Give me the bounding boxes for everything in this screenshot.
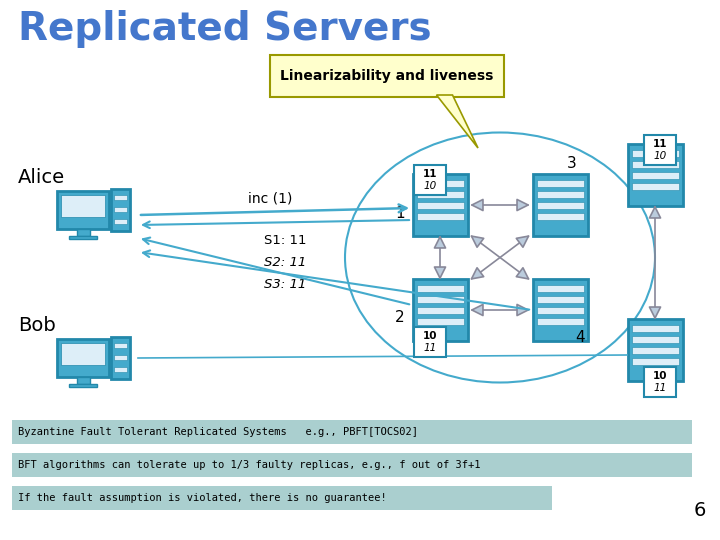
Bar <box>416 202 464 209</box>
Bar <box>416 307 464 314</box>
Bar <box>111 337 130 379</box>
Bar <box>416 296 464 303</box>
Bar <box>631 347 678 354</box>
FancyBboxPatch shape <box>270 55 504 97</box>
Bar <box>631 358 678 365</box>
Bar <box>416 318 464 325</box>
Bar <box>536 191 583 198</box>
FancyBboxPatch shape <box>644 367 676 397</box>
Text: Linearizability and liveness: Linearizability and liveness <box>280 69 494 83</box>
Bar <box>416 213 464 220</box>
Text: S3: 11: S3: 11 <box>264 278 306 291</box>
Bar <box>533 279 588 341</box>
Text: 10: 10 <box>423 331 437 341</box>
FancyBboxPatch shape <box>414 165 446 195</box>
Bar <box>413 174 467 236</box>
Bar <box>77 229 90 236</box>
Bar <box>536 213 583 220</box>
FancyBboxPatch shape <box>644 135 676 165</box>
Text: Byzantine Fault Tolerant Replicated Systems   e.g., PBFT[TOCS02]: Byzantine Fault Tolerant Replicated Syst… <box>18 427 418 437</box>
Bar <box>12 453 692 477</box>
Bar <box>61 343 105 365</box>
Bar <box>114 195 127 200</box>
Bar <box>536 307 583 314</box>
Bar <box>631 150 678 157</box>
Bar <box>536 180 583 187</box>
Polygon shape <box>436 95 478 148</box>
Text: 2: 2 <box>395 310 405 326</box>
Bar <box>631 336 678 343</box>
Text: 4: 4 <box>575 330 585 346</box>
Text: 3: 3 <box>567 156 577 171</box>
Text: 11: 11 <box>423 169 437 179</box>
Bar <box>77 377 90 384</box>
Bar <box>57 191 109 229</box>
Bar <box>536 285 583 292</box>
Text: Replicated Servers: Replicated Servers <box>18 10 431 48</box>
Text: inc (1): inc (1) <box>248 191 292 205</box>
Bar <box>413 279 467 341</box>
Bar <box>631 183 678 190</box>
Text: 10: 10 <box>423 181 436 191</box>
Bar <box>61 195 105 217</box>
Bar <box>631 172 678 179</box>
Text: 11: 11 <box>653 139 667 149</box>
Bar <box>57 339 109 377</box>
Text: BFT algorithms can tolerate up to 1/3 faulty replicas, e.g., f out of 3f+1: BFT algorithms can tolerate up to 1/3 fa… <box>18 460 480 470</box>
Bar <box>536 318 583 325</box>
Bar <box>114 219 127 224</box>
Bar <box>628 319 683 381</box>
Bar <box>536 202 583 209</box>
Bar <box>533 174 588 236</box>
Bar <box>12 420 692 444</box>
Text: If the fault assumption is violated, there is no guarantee!: If the fault assumption is violated, the… <box>18 493 387 503</box>
Text: 1: 1 <box>395 206 405 220</box>
Bar <box>416 180 464 187</box>
Bar <box>12 486 552 510</box>
Text: 10: 10 <box>653 151 667 161</box>
Bar <box>631 325 678 332</box>
Text: 11: 11 <box>653 383 667 393</box>
Bar <box>416 191 464 198</box>
Bar <box>536 296 583 303</box>
Bar <box>114 367 127 372</box>
Text: Alice: Alice <box>18 168 65 187</box>
Bar <box>628 144 683 206</box>
Bar <box>114 355 127 360</box>
Text: 11: 11 <box>423 343 436 353</box>
Bar <box>69 236 97 239</box>
Bar <box>416 285 464 292</box>
Bar <box>114 207 127 212</box>
Bar <box>111 189 130 231</box>
Text: S2: 11: S2: 11 <box>264 255 306 268</box>
FancyBboxPatch shape <box>414 327 446 357</box>
Text: S1: 11: S1: 11 <box>264 233 306 246</box>
Bar <box>114 343 127 348</box>
Text: Bob: Bob <box>18 316 55 335</box>
Bar <box>69 384 97 387</box>
Bar <box>631 161 678 168</box>
Text: 10: 10 <box>653 371 667 381</box>
Text: 6: 6 <box>694 501 706 519</box>
